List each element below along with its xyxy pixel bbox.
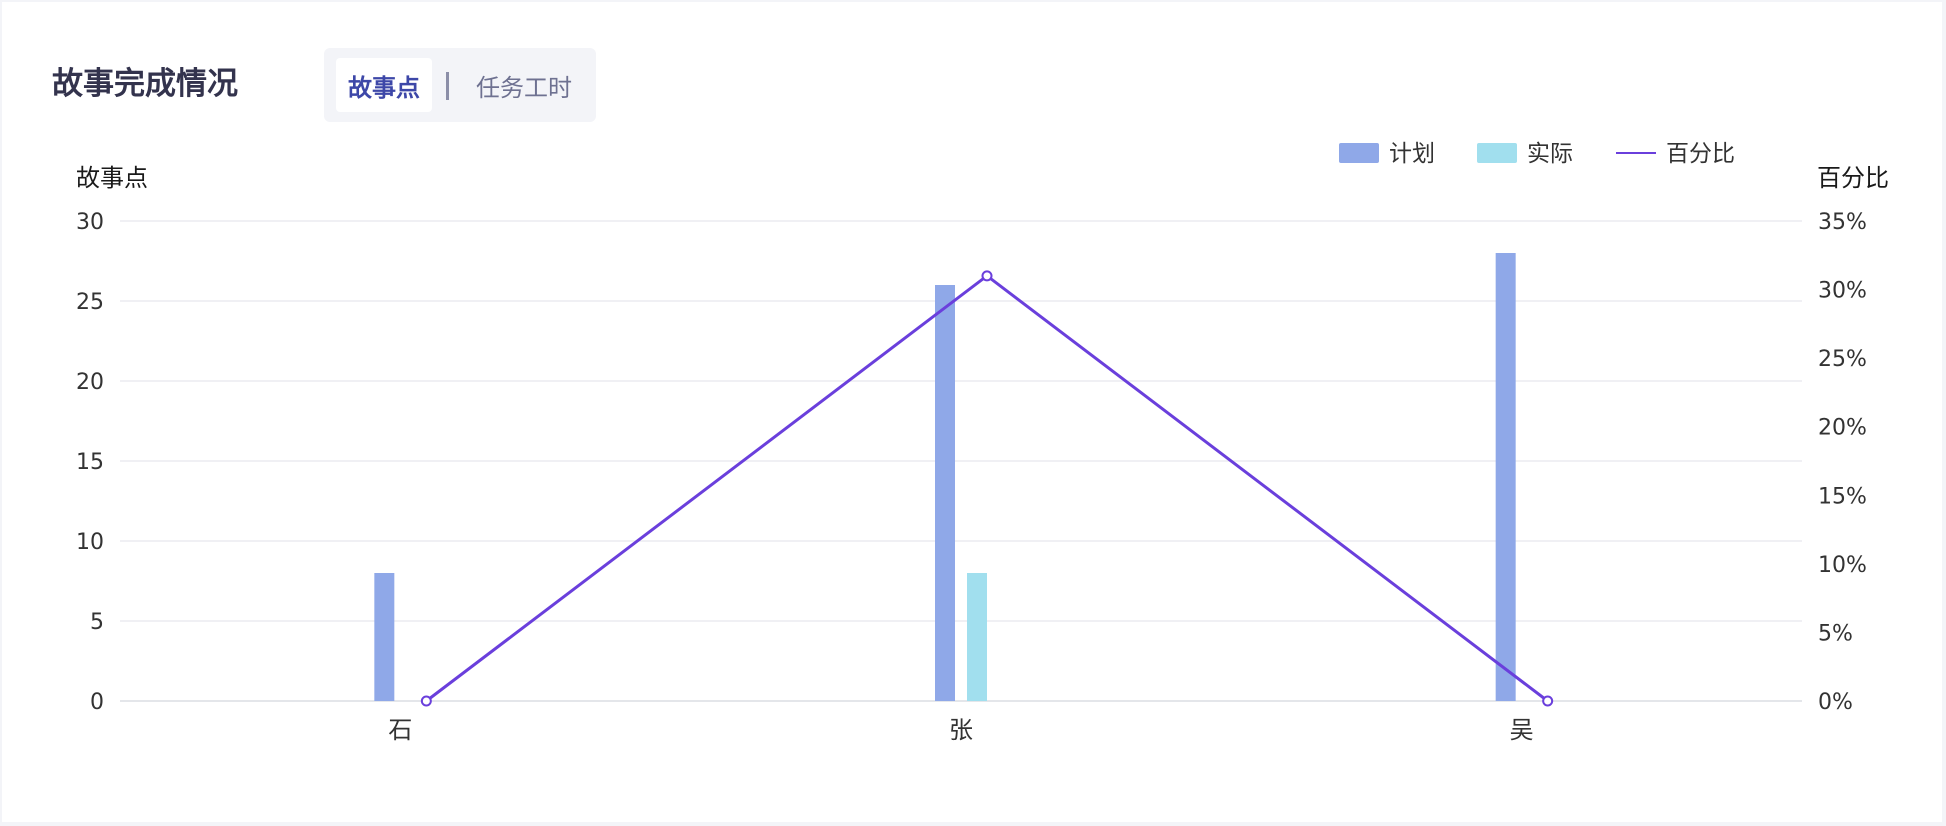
y-right-tick-label: 5% (1818, 621, 1853, 646)
y-left-tick-label: 25 (76, 290, 104, 315)
y-left-tick-label: 0 (90, 690, 104, 715)
y-right-tick-label: 0% (1818, 690, 1853, 715)
legend-swatch-plan (1339, 143, 1379, 163)
legend: 计划 实际 百分比 (1339, 141, 1735, 167)
card-title: 故事完成情况 (52, 66, 238, 102)
y-left-tick-label: 5 (90, 610, 104, 635)
bar-石-计划[interactable] (374, 573, 395, 701)
percentage-point-吴[interactable] (1542, 695, 1554, 707)
percentage-line (420, 270, 1554, 707)
y-axis-right-title: 百分比 (1817, 164, 1889, 192)
y-right-tick-label: 35% (1818, 210, 1867, 235)
bar-吴-计划[interactable] (1495, 253, 1516, 701)
y-left-tick-label: 15 (76, 450, 104, 475)
tab-divider (446, 72, 449, 100)
y-right-tick-label: 10% (1818, 553, 1867, 578)
legend-item-plan[interactable]: 计划 (1339, 141, 1435, 167)
axis-ticks: 0 5 10 15 20 25 30 0% 5% 10% 15% 20% 25% 30% 35% 石 张 吴 (76, 210, 1867, 744)
y-right-tick-label: 25% (1818, 347, 1867, 372)
y-left-tick-label: 30 (76, 210, 104, 235)
metric-toggle: 故事点 任务工时 (324, 48, 596, 122)
x-tick-label: 吴 (1510, 716, 1534, 744)
percentage-point-张[interactable] (981, 270, 993, 282)
percentage-point-石[interactable] (420, 695, 432, 707)
legend-item-actual[interactable]: 实际 (1477, 141, 1573, 167)
y-right-tick-label: 20% (1818, 416, 1867, 441)
y-right-tick-label: 30% (1818, 279, 1867, 304)
x-tick-label: 张 (949, 716, 973, 744)
tab-story-points[interactable]: 故事点 (336, 58, 432, 112)
x-tick-label: 石 (388, 716, 412, 744)
legend-label-plan: 计划 (1389, 141, 1435, 167)
legend-label-percent: 百分比 (1666, 141, 1735, 167)
grid-lines (120, 220, 1802, 702)
legend-label-actual: 实际 (1527, 141, 1573, 167)
legend-item-percent[interactable]: 百分比 (1616, 141, 1735, 167)
bars (374, 253, 1516, 701)
y-right-tick-label: 15% (1818, 484, 1867, 509)
tab-task-hours[interactable]: 任务工时 (476, 73, 572, 102)
bar-张-实际[interactable] (967, 573, 987, 701)
y-left-tick-label: 10 (76, 530, 104, 555)
y-left-tick-label: 20 (76, 370, 104, 395)
legend-swatch-actual (1477, 143, 1517, 163)
y-axis-left-title: 故事点 (76, 164, 148, 192)
bar-张-计划[interactable] (935, 285, 955, 701)
